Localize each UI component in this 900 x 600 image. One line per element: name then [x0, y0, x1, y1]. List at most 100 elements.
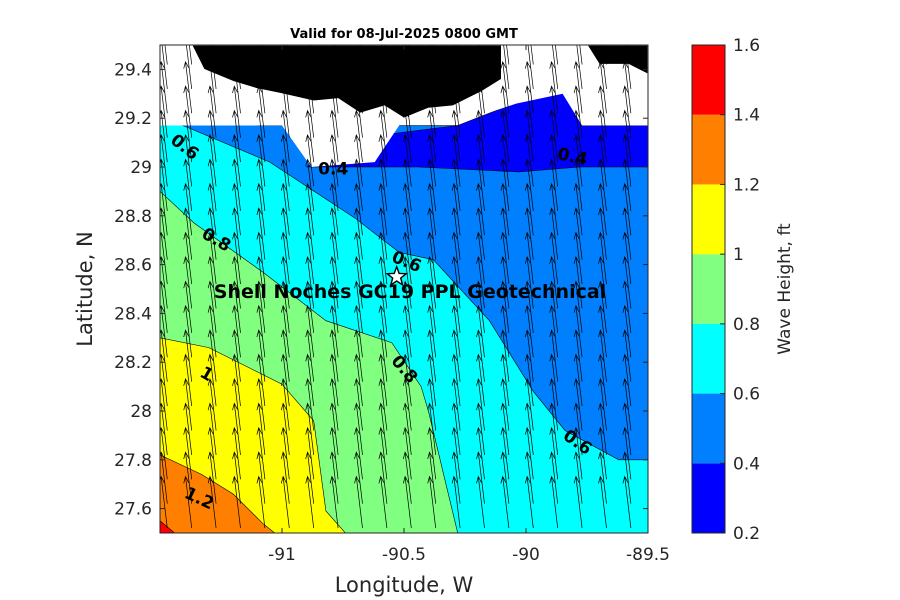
wave-arrow: [354, 378, 363, 431]
wave-arrow: [381, 45, 388, 89]
wave-arrow: [183, 329, 193, 382]
wave-arrow: [402, 256, 412, 309]
wave-arrow: [329, 451, 339, 504]
wave-arrow: [476, 451, 485, 504]
wave-arrow: [183, 182, 193, 236]
wave-arrow: [207, 378, 217, 431]
wave-arrow: [476, 158, 485, 211]
wave-arrow: [573, 402, 583, 455]
wave-arrow: [500, 231, 510, 285]
wave-arrow: [402, 402, 412, 455]
colorbar-tick-label: 1.2: [733, 175, 760, 195]
wave-arrow: [160, 426, 168, 480]
wave-arrow: [329, 182, 339, 236]
wave-arrow: [524, 426, 534, 480]
wave-arrow: [454, 45, 461, 89]
wave-arrow: [354, 231, 363, 285]
wave-arrow: [524, 85, 534, 138]
wave-arrow: [207, 280, 217, 333]
wave-arrow: [476, 60, 485, 114]
wave-arrow: [451, 109, 461, 163]
wave-arrow: [256, 207, 266, 260]
wave-arrow: [232, 85, 241, 138]
wave-arrow: [622, 256, 632, 309]
wave-arrow: [280, 475, 290, 529]
wave-arrow: [476, 329, 485, 382]
wave-arrow: [183, 426, 193, 480]
wave-arrow: [451, 207, 461, 260]
wave-arrow: [573, 158, 583, 211]
y-tick-label: 29: [130, 158, 152, 178]
wave-arrow: [622, 280, 632, 333]
wave-arrow: [598, 280, 607, 333]
wave-arrow: [573, 60, 583, 114]
wave-arrow: [427, 256, 437, 309]
wave-arrow: [256, 329, 266, 382]
wave-arrow: [305, 402, 315, 455]
x-tick-label: -90: [512, 545, 540, 565]
wave-arrow: [329, 231, 339, 285]
wave-arrow: [622, 451, 632, 504]
wave-arrow: [622, 158, 632, 211]
wave-arrow: [354, 402, 363, 455]
wave-arrow: [524, 134, 534, 187]
wave-arrow: [232, 182, 241, 236]
wave-arrow: [402, 426, 412, 480]
wave-arrow: [573, 329, 583, 382]
wave-arrow: [160, 256, 168, 309]
wave-arrow: [598, 426, 607, 480]
wave-arrow: [524, 207, 534, 260]
wave-arrow: [280, 402, 290, 455]
y-axis-label: Latitude, N: [73, 231, 97, 347]
wave-arrow: [476, 378, 485, 431]
y-tick-label: 27.8: [114, 451, 152, 471]
colorbar-tick-label: 0.2: [733, 524, 760, 544]
wave-direction-arrows: [160, 45, 632, 529]
wave-arrow: [476, 182, 485, 236]
y-tick-label: 29.4: [114, 60, 152, 80]
wave-arrow: [451, 158, 461, 211]
wave-arrow: [622, 378, 632, 431]
wave-arrow: [207, 353, 217, 407]
wave-arrow: [160, 207, 168, 260]
wave-arrow: [600, 45, 607, 89]
wave-arrow: [524, 158, 534, 211]
wave-arrow: [427, 231, 437, 285]
wave-arrow: [432, 45, 437, 65]
wave-arrow: [500, 109, 510, 163]
wave-arrow: [183, 475, 193, 529]
colorbar-swatch: [692, 184, 725, 255]
wave-arrow: [354, 134, 363, 187]
wave-arrow: [500, 304, 510, 358]
wave-arrow: [378, 280, 388, 333]
wave-arrow: [524, 304, 534, 358]
colorbar-swatch: [692, 254, 725, 324]
wave-arrow: [427, 182, 437, 236]
coastline-land: [191, 45, 648, 119]
wave-arrow: [451, 378, 461, 431]
wave-arrow: [402, 280, 412, 333]
wave-arrow: [232, 402, 241, 455]
wave-arrow: [598, 475, 607, 529]
wave-arrow: [329, 109, 339, 163]
wave-arrow: [524, 256, 534, 309]
wave-arrow: [262, 45, 266, 65]
wave-arrow: [500, 451, 510, 504]
wave-arrow: [329, 60, 339, 114]
wave-arrow: [451, 304, 461, 358]
wave-arrow: [552, 45, 559, 89]
wave-arrow: [573, 304, 583, 358]
wave-arrow: [598, 182, 607, 236]
wave-arrow: [354, 256, 363, 309]
wave-arrow: [549, 158, 559, 211]
wave-arrow: [503, 45, 510, 89]
wave-arrow: [378, 134, 388, 187]
wave-arrow: [207, 402, 217, 455]
wave-arrow: [598, 378, 607, 431]
wave-arrow: [183, 402, 193, 455]
land-mass: [191, 45, 503, 119]
wave-arrow: [256, 304, 266, 358]
y-tick-label: 28.4: [114, 304, 152, 324]
wave-arrow: [500, 426, 510, 480]
colorbar-swatch: [692, 114, 725, 185]
